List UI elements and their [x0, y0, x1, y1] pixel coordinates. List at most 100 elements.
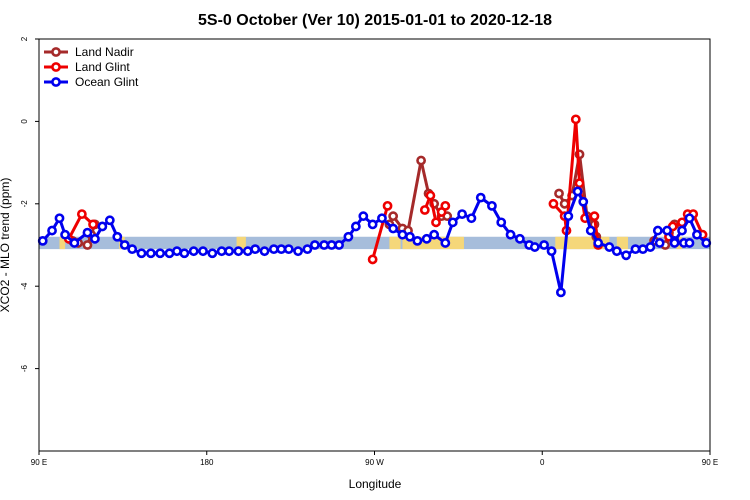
data-point	[382, 200, 393, 211]
x-tick-label: 0	[540, 458, 545, 467]
data-point	[412, 235, 423, 246]
data-point	[529, 242, 540, 252]
data-point	[578, 196, 589, 207]
data-point	[136, 248, 147, 259]
x-axis: 90 E 180 90 W 0 90 E	[31, 451, 718, 467]
data-point	[302, 244, 313, 255]
data-point	[47, 225, 57, 236]
data-point	[475, 192, 486, 203]
data-point	[198, 246, 208, 257]
data-point	[589, 211, 600, 222]
legend-swatch-marker	[51, 47, 61, 57]
legend-item: Land Nadir	[44, 45, 134, 59]
data-point	[645, 242, 656, 252]
data-point	[326, 240, 337, 250]
data-point	[283, 244, 294, 255]
data-point	[440, 238, 451, 248]
data-point	[466, 213, 477, 224]
data-point	[82, 227, 93, 238]
data-point	[457, 209, 468, 219]
data-point	[514, 233, 525, 244]
data-point	[377, 213, 387, 224]
data-point	[268, 244, 279, 255]
data-point	[440, 200, 451, 211]
series-line-segment	[406, 159, 423, 233]
data-point	[397, 229, 408, 240]
data-point	[60, 229, 70, 240]
data-point	[570, 114, 581, 125]
data-point	[630, 244, 641, 255]
data-point	[97, 221, 108, 232]
data-point	[216, 246, 227, 257]
legend-item: Ocean Glint	[44, 75, 139, 89]
data-point	[611, 246, 622, 257]
data-point	[388, 223, 399, 234]
series-layer	[37, 114, 712, 298]
data-point	[69, 238, 80, 248]
data-point	[343, 231, 354, 242]
data-point	[431, 217, 441, 228]
data-point	[593, 238, 604, 248]
series-line-segment	[574, 117, 582, 185]
series-line-segment	[559, 214, 570, 294]
data-point	[388, 211, 399, 222]
data-point	[669, 238, 680, 248]
data-point	[319, 240, 330, 250]
y-tick-label: -6	[20, 364, 29, 372]
data-point	[54, 213, 65, 224]
data-point	[572, 186, 583, 197]
data-point	[429, 229, 440, 240]
data-point	[350, 221, 361, 232]
land-band-segment	[616, 236, 628, 250]
land-band-segment	[59, 236, 66, 250]
data-point	[293, 246, 303, 257]
data-point	[104, 215, 115, 226]
x-tick-label: 90 E	[31, 458, 47, 467]
y-tick-label: 0	[20, 119, 29, 124]
data-point	[224, 246, 235, 257]
legend-swatch-marker	[51, 77, 61, 87]
data-point	[405, 231, 415, 242]
data-point	[172, 246, 182, 257]
legend-label: Ocean Glint	[75, 75, 139, 89]
data-point	[701, 238, 712, 248]
data-point	[654, 238, 665, 248]
data-point	[487, 200, 497, 211]
data-point	[367, 254, 378, 265]
data-point	[563, 211, 574, 222]
data-point	[638, 244, 648, 255]
data-point	[358, 211, 369, 222]
data-point	[604, 242, 615, 252]
data-point	[548, 198, 559, 209]
y-tick-label: -4	[20, 282, 29, 290]
data-point	[684, 238, 695, 248]
chart-title: 5S-0 October (Ver 10) 2015-01-01 to 2020…	[198, 12, 552, 29]
y-tick-label: -2	[20, 200, 29, 208]
series-line-segment	[419, 159, 431, 195]
data-point	[684, 213, 695, 224]
data-point	[250, 244, 261, 255]
data-point	[447, 217, 458, 228]
data-point	[496, 217, 507, 228]
data-point	[652, 225, 663, 236]
data-point	[90, 233, 100, 244]
y-tick-label: 2	[20, 36, 29, 41]
data-point	[419, 205, 430, 215]
data-point	[207, 248, 218, 259]
data-point	[554, 188, 564, 199]
data-point	[677, 225, 687, 236]
data-point	[179, 248, 190, 259]
data-point	[505, 229, 516, 240]
data-point	[555, 287, 566, 298]
data-point	[421, 233, 432, 244]
data-point	[242, 246, 253, 257]
data-point	[155, 248, 166, 259]
series-ocean-glint	[37, 186, 712, 298]
data-point	[112, 231, 123, 242]
x-tick-label: 180	[200, 458, 214, 467]
data-point	[127, 244, 138, 255]
data-point	[692, 229, 702, 240]
y-axis: 2 0 -2 -4 -6	[20, 36, 39, 372]
